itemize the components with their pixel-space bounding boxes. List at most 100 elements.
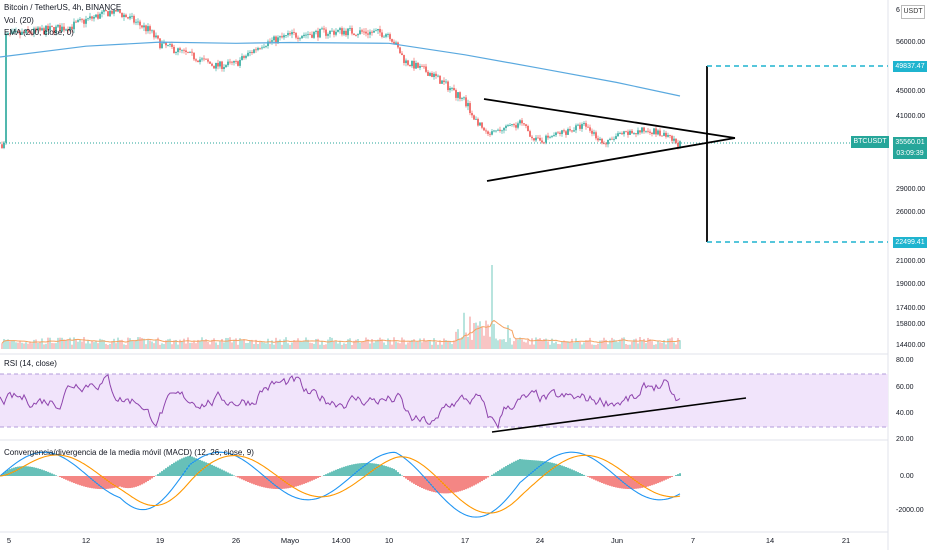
macd-hist-bar — [129, 476, 131, 489]
volume-bar — [449, 340, 451, 349]
macd-hist-bar — [331, 471, 333, 476]
macd-hist-bar — [645, 476, 647, 487]
volume-bar — [635, 338, 637, 349]
macd-hist-bar — [601, 476, 603, 483]
volume-bar — [299, 341, 301, 349]
volume-bar — [257, 343, 259, 349]
volume-bar — [305, 337, 307, 349]
macd-hist-bar — [407, 476, 409, 480]
price-tick: 41000.00 — [896, 113, 925, 120]
candle-body — [407, 60, 409, 65]
macd-hist-bar — [555, 463, 557, 476]
candle-body — [511, 124, 513, 126]
macd-hist-bar — [521, 459, 523, 476]
candle-body — [325, 29, 327, 36]
candle-body — [445, 81, 447, 83]
volume-bar — [375, 340, 377, 349]
macd-hist-bar — [425, 476, 427, 490]
volume-legend[interactable]: Vol. (20) — [4, 16, 34, 25]
candle-body — [89, 16, 91, 19]
candle-body — [507, 125, 509, 126]
macd-hist-bar — [247, 476, 249, 483]
candle-body — [663, 132, 665, 136]
macd-hist-bar — [405, 476, 407, 479]
candle-body — [353, 33, 355, 36]
candle-body — [311, 34, 313, 38]
macd-hist-bar — [315, 476, 317, 479]
volume-bar — [187, 337, 189, 349]
macd-hist-bar — [229, 473, 231, 476]
candle-body — [47, 25, 49, 31]
volume-bar — [293, 340, 295, 349]
volume-bar — [673, 342, 675, 349]
macd-hist-bar — [283, 476, 285, 489]
volume-bar — [235, 338, 237, 349]
candle-body — [647, 130, 649, 132]
volume-bar — [591, 344, 593, 349]
volume-bar — [217, 344, 219, 349]
candle-body — [413, 60, 415, 69]
macd-hist-bar — [529, 460, 531, 476]
ema-legend[interactable]: EMA (200, close, 0) — [4, 28, 74, 37]
candle-body — [133, 15, 135, 23]
volume-bar — [657, 341, 659, 349]
candle-body — [495, 130, 497, 132]
lower-target-tag: 22499.41 — [893, 237, 927, 248]
volume-bar — [49, 337, 51, 349]
volume-bar — [587, 340, 589, 349]
volume-bar — [331, 337, 333, 349]
candle-body — [401, 53, 403, 56]
candle-body — [561, 130, 563, 134]
macd-legend[interactable]: Convergencia/divergencia de la media móv… — [4, 448, 254, 457]
candle-body — [207, 59, 209, 62]
candle-body — [543, 142, 545, 144]
rsi-legend[interactable]: RSI (14, close) — [4, 359, 57, 368]
candle-body — [287, 33, 289, 36]
volume-bar — [313, 343, 315, 349]
candle-body — [631, 130, 633, 134]
volume-bar — [61, 337, 63, 349]
macd-hist-bar — [451, 476, 453, 493]
volume-bar — [51, 343, 53, 349]
macd-hist-bar — [299, 476, 301, 486]
volume-bar — [29, 341, 31, 349]
candle-body — [331, 30, 333, 32]
price-tick: 45000.00 — [896, 88, 925, 95]
candle-body — [503, 127, 505, 131]
macd-hist-bar — [579, 473, 581, 476]
candle-body — [555, 132, 557, 136]
volume-bar — [377, 339, 379, 349]
volume-bar — [83, 337, 85, 349]
volume-bar — [393, 337, 395, 349]
candle-body — [241, 56, 243, 60]
candle-body — [433, 73, 435, 77]
volume-bar — [339, 340, 341, 349]
candle-body — [621, 133, 623, 135]
candle-body — [629, 130, 631, 135]
volume-bar — [517, 339, 519, 349]
volume-bar — [431, 344, 433, 349]
candle-body — [393, 41, 395, 44]
candle-body — [203, 58, 205, 60]
volume-bar — [65, 340, 67, 349]
candle-body — [53, 27, 55, 33]
volume-bar — [327, 339, 329, 349]
triangle-upper-trendline — [483, 98, 736, 139]
candle-body — [197, 60, 199, 63]
candle-body — [373, 30, 375, 33]
candle-body — [303, 34, 305, 37]
candle-body — [359, 30, 361, 35]
rsi-band — [0, 374, 888, 427]
volume-bar — [71, 344, 73, 349]
candle-body — [415, 62, 417, 69]
candle-body — [101, 11, 103, 14]
volume-bar — [425, 340, 427, 349]
volume-bar — [489, 336, 491, 349]
candle-body — [615, 136, 617, 139]
currency-unit[interactable]: USDT — [901, 5, 925, 19]
volume-bar — [599, 340, 601, 349]
volume-bar — [197, 339, 199, 349]
candle-body — [509, 125, 511, 126]
symbol-legend[interactable]: Bitcoin / TetherUS, 4h, BINANCE — [4, 3, 122, 12]
